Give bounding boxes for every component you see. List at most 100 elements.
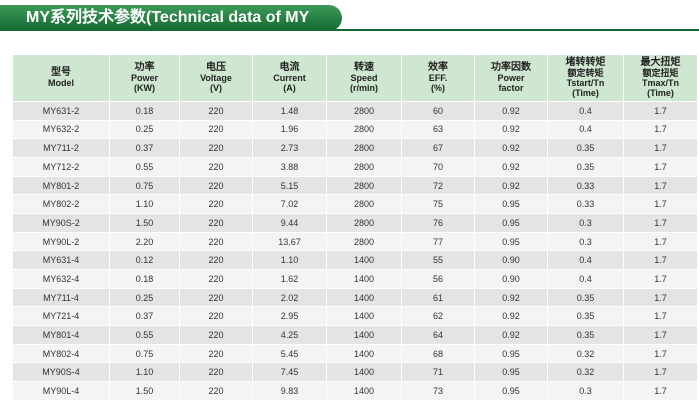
table-cell: 0.92 — [475, 307, 548, 327]
table-cell: 9.44 — [253, 214, 327, 233]
table-cell: 220 — [180, 232, 253, 252]
header-text: Speed — [350, 73, 378, 83]
table-cell: 1.50 — [110, 214, 180, 233]
table-cell: 0.92 — [475, 158, 548, 177]
table-cell: MY90S-4 — [13, 363, 110, 383]
table-cell: 0.4 — [548, 102, 624, 121]
table-cell: 220 — [180, 382, 253, 401]
table-cell: 1400 — [327, 288, 402, 308]
table-cell: MY721-4 — [13, 307, 110, 327]
header-text: Power — [497, 73, 525, 83]
header-text: 功率 — [134, 62, 155, 73]
table-cell: 1.10 — [110, 195, 180, 214]
header-text: 电压 — [206, 62, 226, 73]
header-text: Power — [130, 73, 158, 83]
header-text: 电流 — [279, 62, 300, 73]
table-cell: MY631-4 — [13, 251, 110, 271]
table-cell: 1.50 — [110, 382, 180, 401]
table-cell: 0.35 — [548, 326, 624, 345]
table-cell: 0.32 — [548, 363, 624, 383]
table-cell: 0.90 — [475, 270, 548, 289]
table-cell: 0.90 — [475, 251, 548, 271]
table-cell: 0.37 — [110, 307, 180, 327]
table-cell: 0.95 — [475, 232, 548, 252]
table-cell: 76 — [402, 214, 475, 233]
table-cell: 0.95 — [475, 363, 548, 383]
table-cell: 5.45 — [253, 344, 327, 364]
table-cell: 9.83 — [253, 382, 327, 401]
table-cell: 1.10 — [253, 251, 327, 271]
table-cell: 220 — [180, 176, 253, 196]
table-cell: 0.55 — [110, 158, 180, 177]
table-cell: 1.7 — [624, 232, 698, 252]
table-cell: 1.96 — [253, 120, 327, 140]
table-cell: MY632-4 — [13, 270, 110, 289]
table-cell: 0.3 — [548, 382, 624, 401]
header-text: (r/min) — [350, 83, 378, 93]
table-cell: 1.7 — [624, 158, 698, 177]
table-cell: 1.62 — [253, 270, 327, 289]
table-cell: 1400 — [327, 326, 402, 345]
table-cell: 64 — [402, 326, 475, 345]
table-cell: 0.92 — [475, 288, 548, 308]
table-cell: 2800 — [327, 214, 402, 233]
header-text: 效率 — [428, 62, 448, 73]
table-cell: 0.92 — [475, 102, 548, 121]
table-cell: 60 — [402, 102, 475, 121]
header-cell: 效率 EFF. (%) — [402, 55, 475, 102]
header-text: 转速 — [354, 62, 374, 73]
header-text: 功率因数 — [491, 62, 531, 73]
table-cell: 2800 — [327, 158, 402, 177]
header-cell: 型号 Model — [13, 55, 110, 102]
table-cell: 0.4 — [548, 120, 624, 140]
table-cell: 1400 — [327, 363, 402, 383]
table-cell: 0.95 — [475, 344, 548, 364]
table-cell: 1.7 — [624, 288, 698, 308]
header-cell: 转速 Speed (r/min) — [327, 55, 402, 102]
table-cell: 0.95 — [475, 214, 548, 233]
header-cell: 电流 Current (A) — [253, 55, 327, 102]
header-text: Tmax/Tn — [641, 78, 679, 88]
table-cell: 0.37 — [110, 139, 180, 158]
table-cell: 0.92 — [475, 176, 548, 196]
table-cell: 1.7 — [624, 307, 698, 327]
table-cell: 0.75 — [110, 176, 180, 196]
table-cell: 68 — [402, 344, 475, 364]
table-cell: 0.95 — [475, 195, 548, 214]
table-cell: 0.4 — [548, 251, 624, 271]
table-cell: 0.33 — [548, 195, 624, 214]
table-cell: MY632-2 — [13, 120, 110, 140]
table-cell: 0.25 — [110, 288, 180, 308]
header-text: 额定扭矩 — [642, 68, 679, 78]
table-cell: 220 — [180, 120, 253, 140]
table-cell: 220 — [180, 102, 253, 121]
header-text: Tstart/Tn — [566, 78, 605, 88]
table-cell: MY801-4 — [13, 326, 110, 345]
table-cell: MY802-4 — [13, 344, 110, 364]
header-cell: 功率 Power (KW) — [110, 55, 180, 102]
table-cell: 2800 — [327, 120, 402, 140]
header-text: (V) — [210, 83, 222, 93]
header-text: factor — [498, 83, 524, 93]
header-text: (Time) — [572, 88, 599, 98]
table-cell: MY90S-2 — [13, 214, 110, 233]
table-cell: 1.7 — [624, 382, 698, 401]
table-cell: 0.75 — [110, 344, 180, 364]
table-cell: 1.7 — [624, 214, 698, 233]
table-cell: 71 — [402, 363, 475, 383]
table-cell: 1400 — [327, 344, 402, 364]
table-cell: 1400 — [327, 251, 402, 271]
table-cell: 0.18 — [110, 102, 180, 121]
table-cell: 1.7 — [624, 120, 698, 140]
table-cell: 63 — [402, 120, 475, 140]
table-cell: 1400 — [327, 382, 402, 401]
table-cell: 0.35 — [548, 139, 624, 158]
table-cell: MY711-2 — [13, 139, 110, 158]
title-rule — [0, 29, 699, 31]
table-cell: 73 — [402, 382, 475, 401]
table-cell: 1.7 — [624, 139, 698, 158]
table-cell: 2800 — [327, 195, 402, 214]
table-cell: 1.7 — [624, 195, 698, 214]
header-text: Voltage — [200, 73, 232, 83]
table-cell: 2.20 — [110, 232, 180, 252]
